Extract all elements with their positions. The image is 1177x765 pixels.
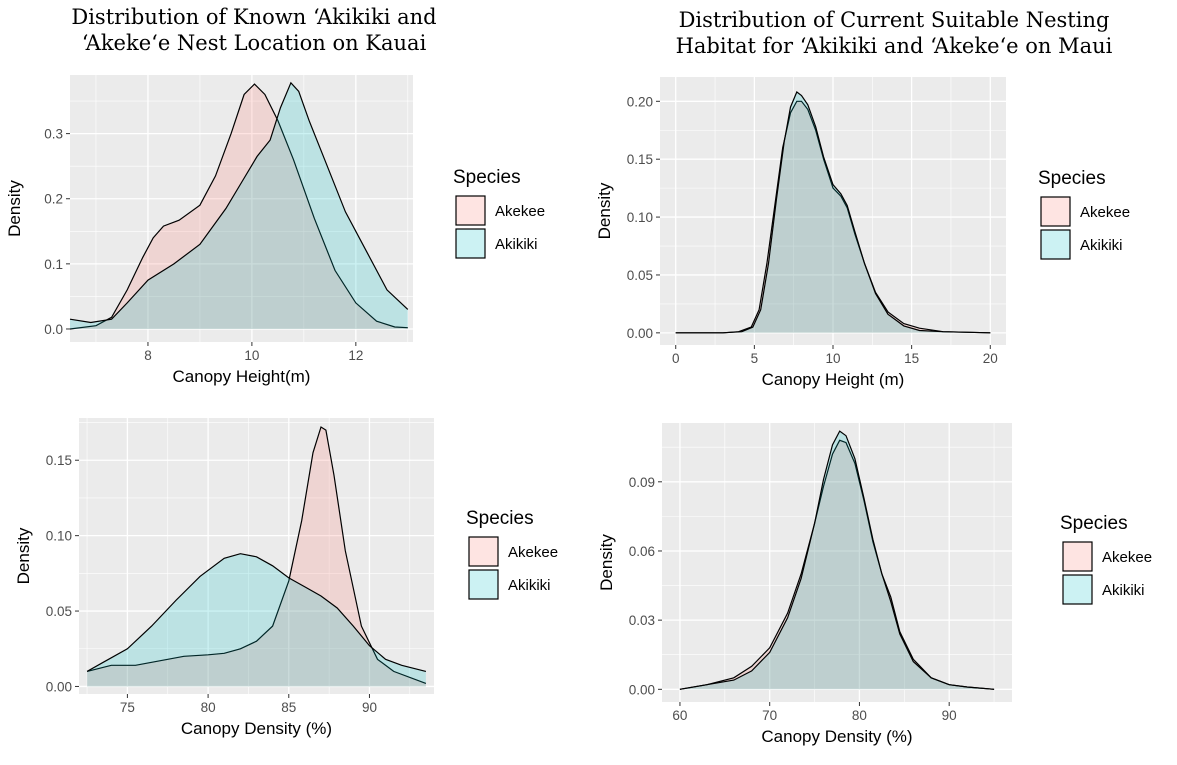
density-line-akikiki xyxy=(69,81,409,324)
x-tick-label: 75 xyxy=(120,700,135,715)
y-tick-label: 0.20 xyxy=(627,94,653,109)
legend-label-akekee: Akekee xyxy=(508,544,558,561)
y-tick-label: 0.00 xyxy=(627,326,653,341)
y-tick-label: 0.05 xyxy=(46,604,72,619)
x-tick-label: 0 xyxy=(672,351,680,366)
legend-key-akekee xyxy=(468,536,499,567)
density-area-akikiki xyxy=(87,553,426,687)
legend-key-background xyxy=(455,195,486,226)
density-area-akikiki xyxy=(70,82,408,329)
panel-background xyxy=(662,423,1012,702)
y-tick-label: 0.15 xyxy=(627,152,653,167)
legend-title: Species xyxy=(453,167,521,188)
y-tick-label: 0.15 xyxy=(46,453,72,468)
x-tick-label: 80 xyxy=(852,708,867,723)
legend-key-background xyxy=(455,228,486,259)
y-tick-label: 0.10 xyxy=(627,210,653,225)
y-tick-label: 0.05 xyxy=(627,268,653,283)
legend-key-background xyxy=(1040,196,1071,227)
legend-label-akekee: Akekee xyxy=(495,203,545,220)
density-area-akekee xyxy=(675,101,991,333)
kauai-canopy-density-chart: 75 80 85 90 0.00 0.05 0.10 0.15 Canopy Density (… xyxy=(14,418,558,738)
legend-label-akekee: Akekee xyxy=(1080,204,1130,221)
density-area-akekee xyxy=(87,427,426,687)
y-axis-label: Density xyxy=(597,534,616,591)
legend-key-akekee xyxy=(455,195,486,226)
x-tick-label: 80 xyxy=(201,700,216,715)
y-tick-label: 0.3 xyxy=(44,127,63,142)
x-tick-label: 20 xyxy=(983,351,998,366)
y-tick-label: 0.03 xyxy=(629,613,655,628)
y-tick-label: 0.2 xyxy=(44,192,63,207)
density-line-akekee xyxy=(675,100,991,334)
right-title-line-1: Distribution of Current Suitable Nesting xyxy=(679,8,1110,32)
density-line-akikiki xyxy=(86,553,427,672)
y-tick-label: 0.1 xyxy=(44,257,63,272)
maui-canopy-height-chart: 0 5 10 15 20 0.00 0.05 0.10 0.15 0.20 Canopy Heigh… xyxy=(595,77,1130,389)
x-tick-label: 10 xyxy=(244,348,259,363)
density-area-akikiki xyxy=(679,431,995,690)
legend-key-akekee xyxy=(1040,196,1071,227)
right-title-line-2: Habitat for ‘Akikiki and ‘Akeke‘e on Mau… xyxy=(676,34,1113,58)
legend-key-akekee xyxy=(1062,541,1093,572)
density-line-akikiki xyxy=(679,430,995,690)
panel-background xyxy=(79,418,434,694)
legend-key-background xyxy=(1040,229,1071,260)
legend-key-akikiki xyxy=(1040,229,1071,260)
legend-key-akikiki xyxy=(1062,574,1093,605)
density-line-akekee xyxy=(679,439,995,690)
maui-canopy-density-chart: 60 70 80 90 0.00 0.03 0.06 0.09 Canopy Density (… xyxy=(597,423,1152,746)
x-tick-label: 5 xyxy=(751,351,759,366)
left-title-line-1: Distribution of Known ‘Akikiki and xyxy=(71,5,436,29)
y-tick-label: 0.00 xyxy=(46,679,72,694)
x-tick-label: 12 xyxy=(348,348,363,363)
y-tick-label: 0.00 xyxy=(629,682,655,697)
y-tick-label: 0.0 xyxy=(44,322,63,337)
legend-key-akikiki xyxy=(468,569,499,600)
x-tick-label: 90 xyxy=(942,708,957,723)
x-axis-label: Canopy Density (%) xyxy=(181,719,332,738)
legend-key-background xyxy=(468,569,499,600)
left-title-line-2: ‘Akeke‘e Nest Location on Kauai xyxy=(82,31,427,55)
x-tick-label: 8 xyxy=(144,348,152,363)
y-tick-label: 0.10 xyxy=(46,529,72,544)
legend-title: Species xyxy=(1060,513,1128,534)
x-axis-label: Canopy Height(m) xyxy=(173,367,311,386)
y-tick-label: 0.06 xyxy=(629,544,655,559)
x-tick-label: 90 xyxy=(362,700,377,715)
legend-key-background xyxy=(1062,574,1093,605)
density-line-akikiki xyxy=(675,91,991,334)
x-tick-label: 70 xyxy=(762,708,777,723)
legend-key-background xyxy=(468,536,499,567)
density-line-akekee xyxy=(86,426,427,684)
legend-title: Species xyxy=(1038,168,1106,189)
x-axis-label: Canopy Height (m) xyxy=(762,370,905,389)
x-tick-label: 60 xyxy=(672,708,687,723)
legend-label-akikiki: Akikiki xyxy=(1080,237,1123,254)
legend-key-akikiki xyxy=(455,228,486,259)
kauai-canopy-height-chart: 8 10 12 0.0 0.1 0.2 0.3 Canopy Height(m) Density… xyxy=(5,75,545,386)
y-axis-label: Density xyxy=(595,182,614,239)
legend-label-akikiki: Akikiki xyxy=(1102,582,1145,599)
density-area-akekee xyxy=(70,84,408,329)
density-line-akekee xyxy=(69,83,408,330)
y-tick-label: 0.09 xyxy=(629,475,655,490)
legend-title: Species xyxy=(466,508,534,529)
x-tick-label: 10 xyxy=(825,351,840,366)
legend-label-akikiki: Akikiki xyxy=(508,577,551,594)
legend-label-akekee: Akekee xyxy=(1102,549,1152,566)
x-tick-label: 85 xyxy=(281,700,296,715)
x-axis-label: Canopy Density (%) xyxy=(761,727,912,746)
density-area-akikiki xyxy=(675,92,991,333)
x-tick-label: 15 xyxy=(904,351,919,366)
legend-label-akikiki: Akikiki xyxy=(495,236,538,253)
density-area-akekee xyxy=(679,440,995,690)
y-axis-label: Density xyxy=(14,527,33,584)
legend-key-background xyxy=(1062,541,1093,572)
y-axis-label: Density xyxy=(5,180,24,237)
